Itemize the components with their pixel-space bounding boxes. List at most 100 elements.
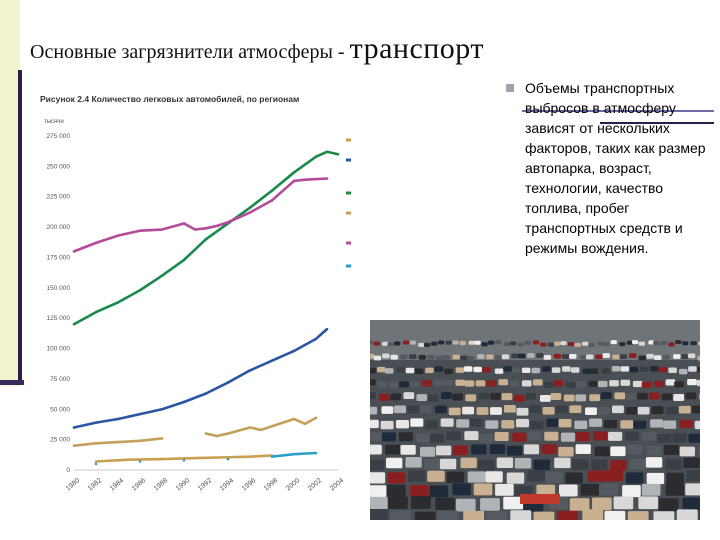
data-point [248, 206, 252, 209]
car-shape [585, 354, 594, 360]
y-tick-label: 125 000 [47, 315, 71, 322]
car-shape [405, 367, 415, 374]
car-shape [536, 353, 544, 358]
car-shape [550, 393, 562, 400]
car-shape [437, 340, 445, 345]
car-shape [496, 457, 514, 468]
car-shape [429, 485, 449, 498]
car-shape [597, 380, 608, 388]
car-shape [464, 380, 475, 387]
car-shape [601, 368, 611, 374]
car-shape [382, 353, 390, 359]
car-shape [682, 341, 689, 346]
car-shape [510, 510, 532, 520]
car-shape [575, 444, 591, 455]
car-shape [455, 379, 466, 386]
car-shape [653, 511, 675, 520]
car-shape [507, 445, 523, 456]
car-shape [536, 484, 556, 497]
car-shape [641, 431, 657, 441]
data-point [226, 457, 230, 461]
car-shape [521, 367, 531, 374]
car-shape [427, 394, 439, 402]
car-shape [697, 355, 700, 361]
car-shape [572, 459, 589, 470]
car-shape [543, 354, 552, 360]
y-axis-label: тысячи [44, 119, 64, 125]
car-shape [631, 340, 639, 345]
car-shape [425, 367, 434, 374]
car-shape [379, 393, 390, 401]
car-shape [541, 444, 557, 455]
car-shape [687, 353, 696, 359]
car-shape [697, 366, 700, 373]
car-shape [612, 354, 620, 360]
car-shape [370, 472, 386, 484]
car-shape [533, 459, 550, 471]
car-shape [527, 431, 542, 441]
data-point [94, 241, 98, 245]
data-point [292, 349, 296, 353]
car-shape [452, 483, 471, 496]
car-shape [439, 458, 457, 470]
car-shape [627, 444, 643, 455]
x-tick-label: 2002 [307, 477, 324, 492]
car-shape [637, 406, 650, 415]
car-shape [448, 407, 461, 416]
car-shape [452, 393, 463, 401]
car-shape [475, 380, 486, 387]
car-shape [525, 392, 536, 400]
car-shape [540, 342, 547, 347]
car-shape [489, 444, 506, 455]
y-tick-label: 25 000 [50, 437, 70, 444]
data-point [160, 407, 164, 411]
car-shape [629, 458, 647, 470]
car-shape [434, 366, 444, 372]
car-shape [506, 472, 525, 484]
x-tick-label: 2000 [285, 477, 302, 492]
car-shape [460, 355, 468, 361]
car-shape [440, 418, 454, 427]
car-shape [582, 509, 604, 520]
car-shape [611, 405, 624, 414]
car-shape [668, 367, 677, 373]
car-shape [509, 341, 517, 346]
car-shape [498, 379, 509, 386]
data-point [248, 211, 252, 214]
data-point [270, 359, 274, 362]
car-shape [638, 341, 645, 346]
car-shape [455, 498, 476, 512]
car-shape [381, 406, 394, 414]
car-shape [608, 431, 623, 441]
y-tick-label: 50 000 [50, 406, 70, 413]
car-shape [569, 354, 577, 359]
car-shape [503, 366, 512, 372]
data-point [116, 301, 120, 304]
car-shape [582, 368, 592, 375]
car-shape [560, 341, 567, 346]
data-point [248, 455, 252, 458]
x-tick-label: 2004 [329, 477, 346, 492]
car-shape [460, 457, 477, 469]
left-vertical-rule [18, 70, 22, 380]
car-shape [673, 394, 685, 401]
car-shape [620, 379, 631, 386]
car-shape [657, 433, 672, 444]
car-shape [423, 458, 441, 470]
car-shape [600, 392, 612, 400]
data-point [303, 422, 307, 426]
car-shape [405, 457, 422, 468]
car-shape [403, 392, 415, 400]
car-shape [673, 354, 681, 359]
car-shape [687, 379, 697, 386]
car-shape [575, 381, 586, 388]
car-shape [654, 355, 662, 360]
car-shape [558, 419, 572, 428]
car-shape [384, 368, 394, 374]
car-shape [443, 379, 454, 386]
x-tick-label: 1980 [65, 477, 82, 492]
car-shape [679, 446, 695, 457]
car-shape [663, 445, 679, 455]
car-shape [501, 420, 515, 429]
data-point [138, 460, 142, 463]
